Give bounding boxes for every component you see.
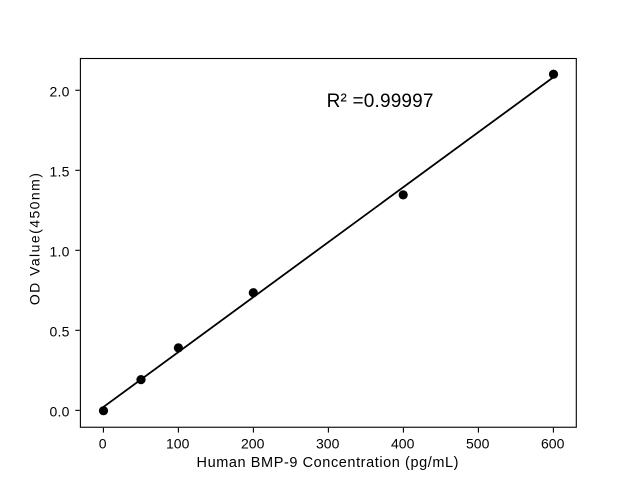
- svg-text:OD Value(450nm): OD Value(450nm): [27, 172, 43, 306]
- svg-text:200: 200: [241, 436, 265, 452]
- svg-text:300: 300: [316, 436, 340, 452]
- svg-text:R² =0.99997: R² =0.99997: [327, 91, 434, 112]
- svg-text:0: 0: [99, 436, 107, 452]
- svg-text:2.0: 2.0: [49, 84, 69, 100]
- svg-text:100: 100: [166, 436, 190, 452]
- svg-text:600: 600: [541, 436, 565, 452]
- svg-text:Human BMP-9 Concentration (pg/: Human BMP-9 Concentration (pg/mL): [197, 455, 460, 471]
- svg-text:1.5: 1.5: [49, 164, 69, 180]
- svg-text:0.0: 0.0: [49, 404, 69, 420]
- svg-text:500: 500: [466, 436, 490, 452]
- svg-text:400: 400: [391, 436, 415, 452]
- svg-text:0.5: 0.5: [49, 324, 69, 340]
- svg-text:1.0: 1.0: [49, 244, 69, 260]
